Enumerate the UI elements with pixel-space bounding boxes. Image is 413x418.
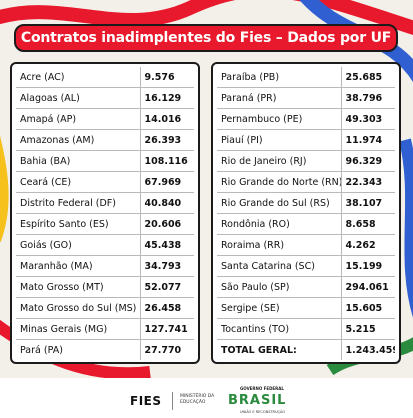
uf-name: Mato Grosso do Sul (MS) — [16, 297, 140, 319]
contract-count: 108.116 — [139, 150, 194, 172]
brasil-logo: BRASIL — [228, 393, 287, 408]
uf-name: Alagoas (AL) — [16, 87, 140, 109]
contract-count: 25.685 — [340, 67, 395, 88]
contract-count: 15.605 — [340, 297, 395, 319]
left-table-panel: Acre (AC) 9.576 Alagoas (AL) 16.129 Amapá (A… — [10, 62, 200, 364]
contract-count: 45.438 — [139, 234, 194, 256]
table-row: Maranhão (MA) 34.793 — [16, 255, 194, 277]
uf-name: Goiás (GO) — [16, 234, 140, 256]
footer-divider — [172, 392, 173, 410]
table-row: Paraíba (PB) 25.685 — [217, 67, 395, 88]
uf-name: São Paulo (SP) — [217, 276, 341, 298]
table-row: Distrito Federal (DF) 40.840 — [16, 192, 194, 214]
total-value: 1.243.459 — [340, 339, 395, 360]
total-row: TOTAL GERAL: 1.243.459 — [217, 339, 395, 360]
uf-name: Sergipe (SE) — [217, 297, 341, 319]
contract-count: 40.840 — [139, 192, 194, 214]
contract-count: 38.796 — [340, 87, 395, 109]
uf-name: Amapá (AP) — [16, 108, 140, 130]
table-row: Rio Grande do Norte (RN) 22.343 — [217, 171, 395, 193]
contract-count: 49.303 — [340, 108, 395, 130]
contract-count: 16.129 — [139, 87, 194, 109]
table-row: Rondônia (RO) 8.658 — [217, 213, 395, 235]
contract-count: 27.770 — [139, 339, 194, 360]
uf-name: Distrito Federal (DF) — [16, 192, 140, 214]
table-row: Mato Grosso do Sul (MS) 26.458 — [16, 297, 194, 319]
contract-count: 294.061 — [340, 276, 395, 298]
uf-name: Maranhão (MA) — [16, 255, 140, 277]
table-row: Sergipe (SE) 15.605 — [217, 297, 395, 319]
table-row: Alagoas (AL) 16.129 — [16, 87, 194, 109]
table-row: Amapá (AP) 14.016 — [16, 108, 194, 130]
contract-count: 4.262 — [340, 234, 395, 256]
contract-count: 127.741 — [139, 318, 194, 340]
contract-count: 26.458 — [139, 297, 194, 319]
right-table-panel: Paraíba (PB) 25.685 Paraná (PR) 38.796 Perna… — [211, 62, 401, 364]
uf-name: Acre (AC) — [16, 67, 140, 88]
contract-count: 38.107 — [340, 192, 395, 214]
contract-count: 34.793 — [139, 255, 194, 277]
uf-name: Rondônia (RO) — [217, 213, 341, 235]
total-label: TOTAL GERAL: — [221, 344, 297, 356]
contract-count: 15.199 — [340, 255, 395, 277]
uf-name: Paraná (PR) — [217, 87, 341, 109]
uf-name: Paraíba (PB) — [217, 67, 341, 88]
table-row: Roraima (RR) 4.262 — [217, 234, 395, 256]
governo-federal-label: GOVERNO FEDERAL — [240, 386, 284, 391]
right-table: Paraíba (PB) 25.685 Paraná (PR) 38.796 Perna… — [217, 67, 395, 360]
uf-name: Tocantins (TO) — [217, 318, 341, 340]
table-row: Acre (AC) 9.576 — [16, 67, 194, 88]
table-row: Minas Gerais (MG) 127.741 — [16, 318, 194, 340]
table-row: Rio Grande do Sul (RS) 38.107 — [217, 192, 395, 214]
uf-name: Santa Catarina (SC) — [217, 255, 341, 277]
uf-name: Ceará (CE) — [16, 171, 140, 193]
contract-count: 5.215 — [340, 318, 395, 340]
uf-name: Rio Grande do Norte (RN) — [217, 171, 341, 193]
governo-subtitle: UNIÃO E RECONSTRUÇÃO — [240, 410, 286, 414]
contract-count: 67.969 — [139, 171, 194, 193]
contract-count: 96.329 — [340, 150, 395, 172]
contract-count: 11.974 — [340, 129, 395, 151]
table-row: Amazonas (AM) 26.393 — [16, 129, 194, 151]
left-table-body: Acre (AC) 9.576 Alagoas (AL) 16.129 Amapá (A… — [16, 67, 194, 360]
table-row: São Paulo (SP) 294.061 — [217, 276, 395, 298]
ministerio-label: MINISTÉRIO DA EDUCAÇÃO — [180, 394, 215, 405]
table-row: Tocantins (TO) 5.215 — [217, 318, 395, 340]
contract-count: 8.658 — [340, 213, 395, 235]
uf-name: Minas Gerais (MG) — [16, 318, 140, 340]
uf-name: Roraima (RR) — [217, 234, 341, 256]
contract-count: 52.077 — [139, 276, 194, 298]
contract-count: 20.606 — [139, 213, 194, 235]
contract-count: 22.343 — [340, 171, 395, 193]
uf-name: Mato Grosso (MT) — [16, 276, 140, 298]
uf-name: Piauí (PI) — [217, 129, 341, 151]
uf-name: Pará (PA) — [20, 344, 63, 356]
contract-count: 14.016 — [139, 108, 194, 130]
contract-count: 26.393 — [139, 129, 194, 151]
table-row: Piauí (PI) 11.974 — [217, 129, 395, 151]
table-row: Santa Catarina (SC) 15.199 — [217, 255, 395, 277]
table-row: Pernambuco (PE) 49.303 — [217, 108, 395, 130]
uf-name: Bahia (BA) — [16, 150, 140, 172]
table-row: Espírito Santo (ES) 20.606 — [16, 213, 194, 235]
uf-name: Espírito Santo (ES) — [16, 213, 140, 235]
table-row: Bahia (BA) 108.116 — [16, 150, 194, 172]
left-table: Acre (AC) 9.576 Alagoas (AL) 16.129 Amapá (A… — [16, 67, 194, 360]
table-row: Rio de Janeiro (RJ) 96.329 — [217, 150, 395, 172]
table-row: Mato Grosso (MT) 52.077 — [16, 276, 194, 298]
uf-name: Rio Grande do Sul (RS) — [217, 192, 341, 214]
contract-count: 9.576 — [139, 67, 194, 88]
footer — [0, 378, 413, 418]
right-table-body: Paraíba (PB) 25.685 Paraná (PR) 38.796 Perna… — [217, 67, 395, 360]
fies-logo: FIES — [130, 394, 162, 408]
uf-name: Pernambuco (PE) — [217, 108, 341, 130]
page-title: Contratos inadimplentes do Fies – Dados … — [14, 24, 398, 52]
table-row: Ceará (CE) 67.969 — [16, 171, 194, 193]
uf-name: Amazonas (AM) — [16, 129, 140, 151]
table-row: Goiás (GO) 45.438 — [16, 234, 194, 256]
table-row: Paraná (PR) 38.796 — [217, 87, 395, 109]
table-row: Pará (PA) 27.770 — [16, 339, 194, 360]
uf-name: Rio de Janeiro (RJ) — [217, 150, 341, 172]
